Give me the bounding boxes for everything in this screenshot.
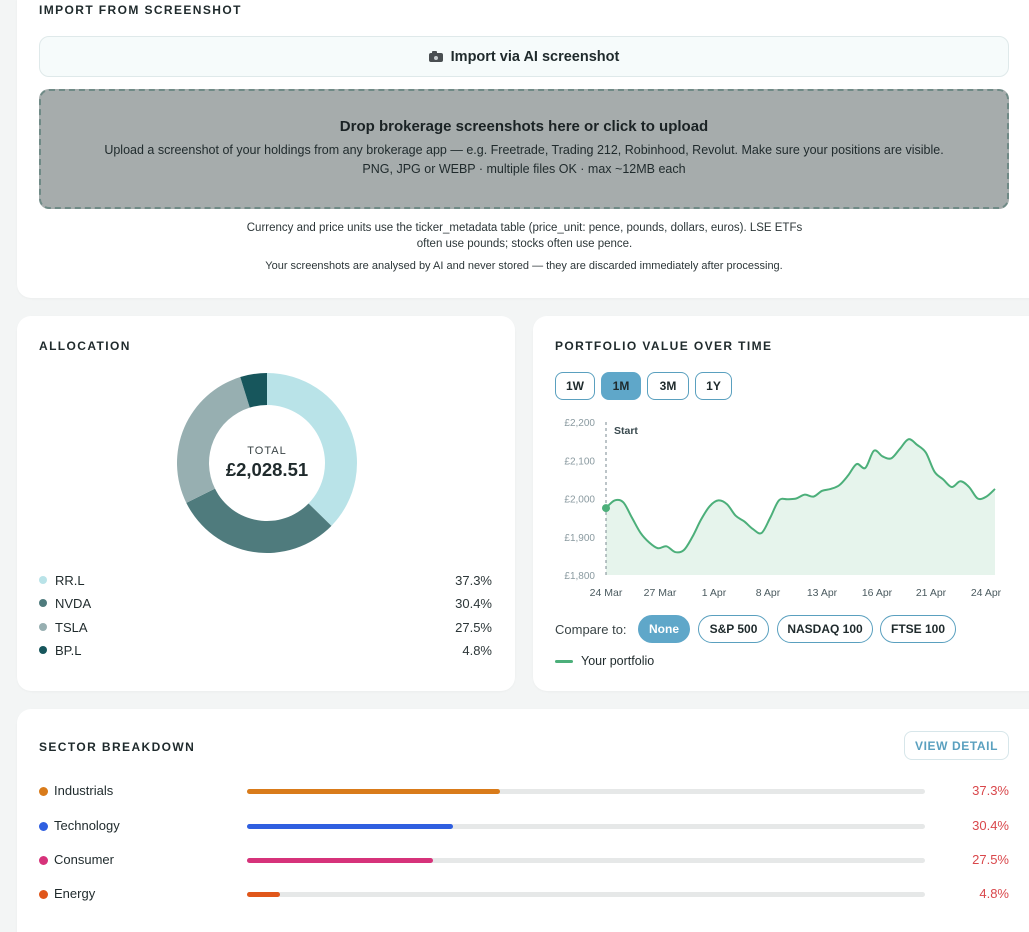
total-value: £2,028.51 <box>225 459 309 480</box>
series-legend-label: Your portfolio <box>581 654 655 668</box>
x-tick-label: 16 Apr <box>862 587 893 599</box>
sector-bar-track <box>247 892 925 897</box>
privacy-note: Your screenshots are analysed by AI and … <box>265 260 783 272</box>
y-tick-label: £1,800 <box>564 571 595 582</box>
y-tick-label: £2,200 <box>564 418 595 429</box>
range-button-3m[interactable]: 3M <box>647 372 689 400</box>
donut-slice-tsla[interactable] <box>177 377 250 503</box>
donut-slice-rrl[interactable] <box>267 373 357 526</box>
legend-dot <box>39 576 47 584</box>
legend-pct: 4.8% <box>462 642 492 658</box>
sector-row: Industrials 37.3% <box>39 781 1009 801</box>
x-tick-label: 21 Apr <box>916 587 947 599</box>
range-button-1m[interactable]: 1M <box>601 372 641 400</box>
sector-bar-track <box>247 824 925 829</box>
sector-name: Energy <box>54 886 96 901</box>
legend-name: RR.L <box>55 572 85 588</box>
camera-icon <box>428 51 443 62</box>
sector-dot <box>39 890 48 899</box>
range-button-1w[interactable]: 1W <box>555 372 595 400</box>
legend-pct: 30.4% <box>455 595 492 611</box>
import-card: IMPORT FROM SCREENSHOT Import via AI scr… <box>17 0 1029 298</box>
x-tick-label: 24 Mar <box>590 587 623 599</box>
sector-dot <box>39 856 48 865</box>
sector-name: Consumer <box>54 852 114 867</box>
sector-pct: 27.5% <box>972 852 1009 867</box>
series-swatch <box>555 659 573 663</box>
sector-breakdown-card: SECTOR BREAKDOWN VIEW DETAIL Industrials… <box>17 709 1029 932</box>
sector-bar-fill <box>247 892 280 897</box>
total-label: TOTAL <box>247 445 287 457</box>
portfolio-line-chart: £2,200 £2,100 £2,000 £1,900 £1,800 24 Mar 27 M… <box>564 418 1002 599</box>
sector-pct: 4.8% <box>979 886 1009 901</box>
compare-none-button[interactable]: None <box>638 615 690 643</box>
donut-center: TOTAL £2,028.51 <box>175 371 359 555</box>
dropzone-formats: PNG, JPG or WEBP · multiple files OK · m… <box>362 162 686 176</box>
compare-nasdaq100-button[interactable]: NASDAQ 100 <box>777 615 873 643</box>
donut-slice-nvda[interactable] <box>186 488 332 553</box>
x-tick-label: 8 Apr <box>756 587 781 599</box>
view-detail-button[interactable]: VIEW DETAIL <box>904 731 1009 760</box>
sector-bar-track <box>247 858 925 863</box>
legend-name: BP.L <box>55 642 82 658</box>
x-tick-label: 27 Mar <box>644 587 677 599</box>
legend-item: BP.L 4.8% <box>39 640 492 660</box>
compare-sp500-button[interactable]: S&P 500 <box>698 615 769 643</box>
y-tick-label: £2,000 <box>564 495 595 506</box>
legend-dot <box>39 599 47 607</box>
portfolio-series-line <box>605 438 996 554</box>
allocation-title: ALLOCATION <box>39 339 131 353</box>
start-point <box>602 504 610 513</box>
legend-pct: 27.5% <box>455 619 492 635</box>
screenshot-dropzone[interactable]: Drop brokerage screenshots here or click… <box>39 89 1009 209</box>
compare-ftse100-button[interactable]: FTSE 100 <box>880 615 956 643</box>
import-ai-screenshot-button[interactable]: Import via AI screenshot <box>39 36 1009 77</box>
allocation-card: ALLOCATION TOTAL £2,028.51 RR.L 37.3% NV… <box>17 316 515 691</box>
x-tick-label: 24 Apr <box>971 587 1002 599</box>
legend-item: RR.L 37.3% <box>39 570 492 590</box>
y-tick-label: £1,900 <box>564 533 595 544</box>
sector-pct: 37.3% <box>972 783 1009 798</box>
portfolio-area <box>606 439 995 575</box>
series-legend: Your portfolio <box>555 654 654 668</box>
x-tick-label: 13 Apr <box>807 587 838 599</box>
portfolio-value-card: PORTFOLIO VALUE OVER TIME 1W 1M 3M 1Y £2… <box>533 316 1029 691</box>
sector-name: Industrials <box>54 783 114 798</box>
sector-dot <box>39 787 48 796</box>
sector-bar-fill <box>247 789 500 794</box>
sector-title: SECTOR BREAKDOWN <box>39 740 196 754</box>
units-note: Currency and price units use the ticker_… <box>246 222 803 250</box>
sector-dot <box>39 822 48 831</box>
sector-pct: 30.4% <box>972 818 1009 833</box>
range-button-1y[interactable]: 1Y <box>695 372 732 400</box>
start-annotation: Start <box>614 425 638 437</box>
dropzone-title: Drop brokerage screenshots here or click… <box>339 118 709 135</box>
legend-name: NVDA <box>55 595 92 611</box>
import-section-title: IMPORT FROM SCREENSHOT <box>39 3 242 17</box>
legend-dot <box>39 646 47 654</box>
donut-chart <box>177 373 357 553</box>
donut-slice-bpl[interactable] <box>240 373 267 408</box>
legend-dot <box>39 623 47 631</box>
sector-bar-fill <box>247 858 434 863</box>
allocation-donut: TOTAL £2,028.51 <box>175 371 359 555</box>
sector-bar-fill <box>247 824 454 829</box>
sector-bar-track <box>247 789 925 794</box>
legend-item: TSLA 27.5% <box>39 617 492 637</box>
legend-item: NVDA 30.4% <box>39 593 492 613</box>
x-tick-label: 1 Apr <box>702 587 727 599</box>
portfolio-title: PORTFOLIO VALUE OVER TIME <box>555 339 773 353</box>
sector-name: Technology <box>54 818 120 833</box>
y-tick-label: £2,100 <box>564 456 595 467</box>
sector-row: Energy 4.8% <box>39 884 1009 904</box>
sector-row: Consumer 27.5% <box>39 850 1009 870</box>
sector-row: Technology 30.4% <box>39 816 1009 836</box>
import-button-label: Import via AI screenshot <box>450 48 620 65</box>
dropzone-description: Upload a screenshot of your holdings fro… <box>104 143 944 157</box>
legend-name: TSLA <box>55 619 88 635</box>
compare-label: Compare to: <box>555 622 627 637</box>
legend-pct: 37.3% <box>455 572 492 588</box>
